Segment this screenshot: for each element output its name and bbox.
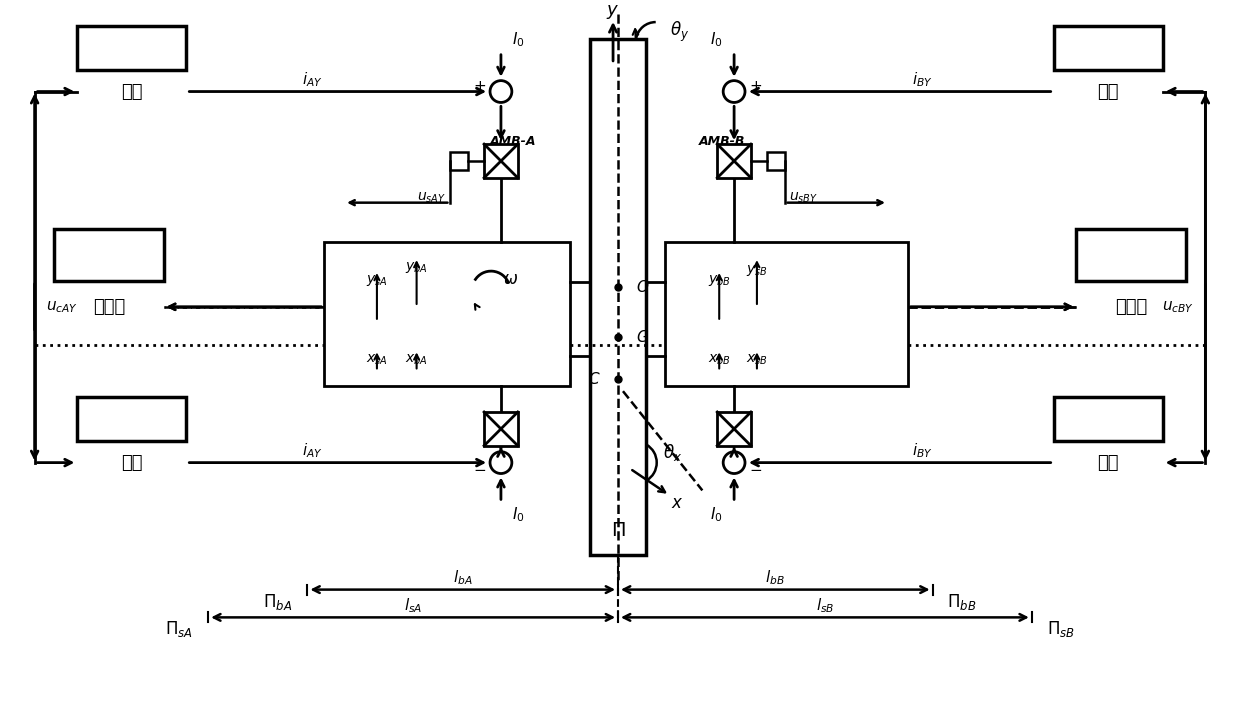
Text: $\Pi_{sA}$: $\Pi_{sA}$ [165,619,193,640]
Text: $x_{bB}$: $x_{bB}$ [708,352,730,366]
Bar [766,152,785,170]
Text: $x$: $x$ [671,494,683,512]
Text: 功放: 功放 [122,454,143,472]
Text: $\Pi$: $\Pi$ [611,521,625,540]
Text: $y$: $y$ [606,3,620,22]
Text: $\theta_x$: $\theta_x$ [663,442,682,463]
Text: $u_{cBY}$: $u_{cBY}$ [1162,299,1194,315]
Bar [55,229,164,281]
Bar [665,242,908,386]
Text: $\Pi_{bA}$: $\Pi_{bA}$ [263,592,293,612]
Text: $i_{AY}$: $i_{AY}$ [303,70,322,89]
Text: $+$: $+$ [472,79,486,94]
Circle shape [490,80,512,103]
Text: 功放: 功放 [122,82,143,100]
Text: $u_{sBY}$: $u_{sBY}$ [789,191,818,205]
Text: $+$: $+$ [749,79,763,94]
Bar [484,412,518,446]
Text: AMB-A: AMB-A [490,135,536,148]
Text: $l_{bB}$: $l_{bB}$ [765,569,785,587]
Bar [77,26,186,70]
Bar [325,242,570,386]
Text: 功放: 功放 [1097,82,1118,100]
Text: 控制器: 控制器 [93,298,125,316]
Circle shape [723,452,745,473]
Text: 功放: 功放 [1097,454,1118,472]
Text: $C$: $C$ [588,371,600,387]
Text: $l_{sA}$: $l_{sA}$ [404,596,423,615]
Bar [1076,229,1185,281]
Text: $y_{bB}$: $y_{bB}$ [708,272,730,288]
Bar [1054,397,1163,441]
Text: $\theta_y$: $\theta_y$ [670,20,689,44]
Text: $O$: $O$ [636,279,650,295]
Text: $x_{sA}$: $x_{sA}$ [366,352,388,366]
Bar [1054,26,1163,70]
Text: $u_{cAY}$: $u_{cAY}$ [46,299,78,315]
Text: $-$: $-$ [749,461,763,476]
Text: $l_{bA}$: $l_{bA}$ [453,569,472,587]
Bar [717,412,751,446]
Bar [77,397,186,441]
Circle shape [490,452,512,473]
Text: $x_{bA}$: $x_{bA}$ [405,352,428,366]
Text: $\Pi_{sB}$: $\Pi_{sB}$ [1047,619,1075,640]
Text: $l_{sB}$: $l_{sB}$ [816,596,835,615]
Bar [717,144,751,178]
Text: $i_{BY}$: $i_{BY}$ [913,442,932,460]
Text: $I_0$: $I_0$ [512,505,525,523]
Text: 控制器: 控制器 [1115,298,1147,316]
Text: $u_{sAY}$: $u_{sAY}$ [417,191,446,205]
Text: $-$: $-$ [472,461,486,476]
Text: $y_{sB}$: $y_{sB}$ [746,262,768,277]
Text: AMB-B: AMB-B [699,135,745,148]
Text: $I_0$: $I_0$ [711,505,723,523]
Text: $\omega$: $\omega$ [503,270,518,288]
Bar [484,144,518,178]
Text: $y_{sA}$: $y_{sA}$ [366,272,388,288]
Text: $G$: $G$ [636,328,649,345]
Text: $I_0$: $I_0$ [512,31,525,49]
Text: $y_{bA}$: $y_{bA}$ [405,260,428,275]
Text: $i_{BY}$: $i_{BY}$ [913,70,932,89]
Text: $\Pi_{bB}$: $\Pi_{bB}$ [947,592,977,612]
Bar [450,152,469,170]
Circle shape [723,80,745,103]
Text: $x_{sB}$: $x_{sB}$ [746,352,768,366]
Text: $I_0$: $I_0$ [711,31,723,49]
Bar [590,39,646,555]
Text: $i_{AY}$: $i_{AY}$ [303,442,322,460]
